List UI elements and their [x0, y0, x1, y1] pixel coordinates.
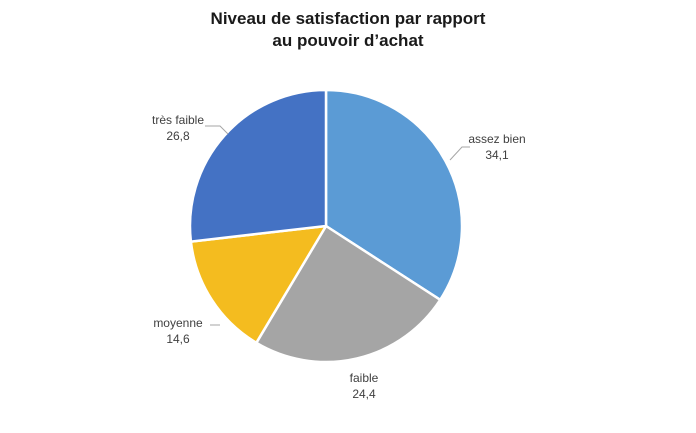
pie-slice-moyenne — [189, 224, 328, 345]
leader-line-très-faible — [205, 125, 229, 135]
slice-value-assez-bien: 34,1 — [485, 148, 509, 162]
leader-line-assez-bien — [449, 146, 470, 161]
slice-value-très-faible: 26,8 — [166, 129, 190, 143]
chart-title: Niveau de satisfaction par rapport au po… — [0, 8, 696, 52]
slice-value-faible: 24,4 — [352, 387, 376, 401]
slice-label-faible: faible — [350, 371, 379, 385]
slice-value-moyenne: 14,6 — [166, 332, 190, 346]
chart-title-line-1: Niveau de satisfaction par rapport — [210, 9, 486, 28]
pie-slice-très-faible — [188, 88, 328, 243]
pie-slices — [188, 88, 464, 364]
leader-lines — [205, 125, 470, 326]
slice-label-très-faible: très faible — [152, 113, 204, 127]
slice-label-assez-bien: assez bien — [468, 132, 525, 146]
chart-title-line-2: au pouvoir d’achat — [272, 31, 424, 50]
slice-label-moyenne: moyenne — [153, 316, 203, 330]
slice-labels: assez bien 34,1 faible 24,4 moyenne 14,6 très … — [152, 113, 526, 401]
pie-slice-faible — [255, 224, 442, 364]
